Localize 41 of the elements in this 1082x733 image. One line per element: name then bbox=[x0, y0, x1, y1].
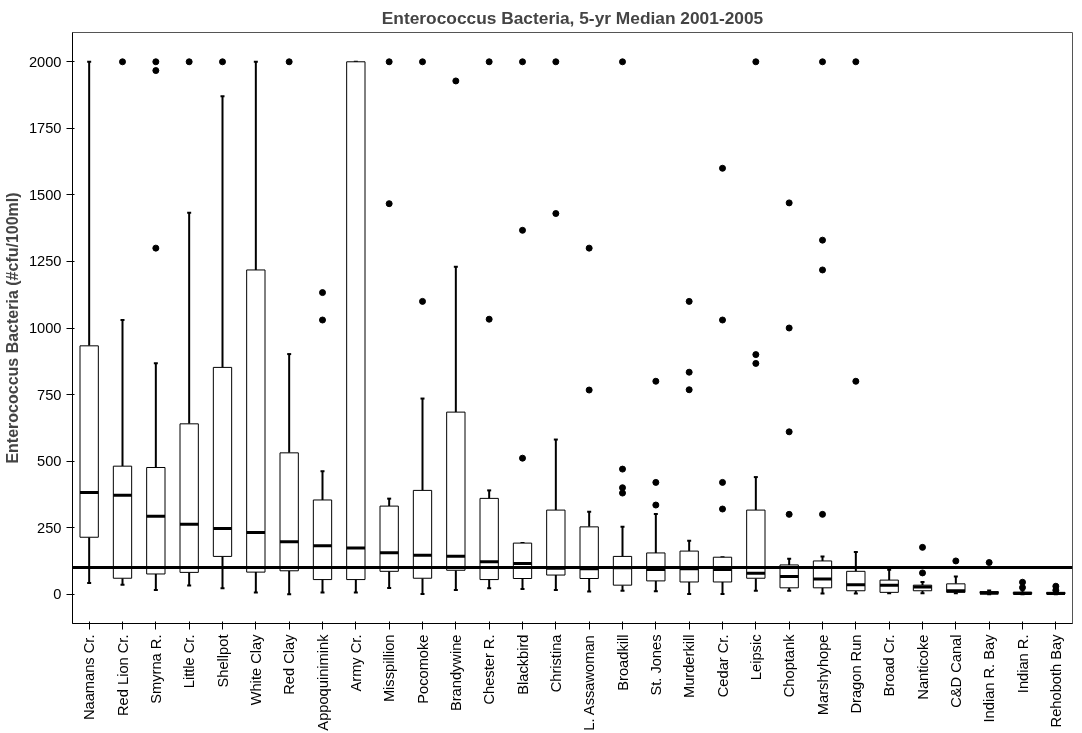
y-tick-label: 0 bbox=[53, 586, 62, 603]
x-tick-label: Dragon Run bbox=[847, 634, 864, 714]
x-tick-label: Army Cr. bbox=[347, 634, 364, 692]
x-tick-label: Red Clay bbox=[281, 633, 298, 695]
y-axis-title: Enterococcus Bacteria (#cfu/100ml) bbox=[3, 192, 21, 464]
x-tick-label: Nanticoke bbox=[914, 634, 931, 700]
y-tick-label: 2000 bbox=[28, 53, 62, 70]
x-tick-label: Leipsic bbox=[747, 634, 764, 681]
x-tick-label: Naamans Cr. bbox=[81, 634, 98, 721]
x-tick-label: Cedar Cr. bbox=[714, 634, 731, 698]
x-tick-label: Marshyhope bbox=[814, 634, 831, 716]
x-tick-label: C&D Canal bbox=[947, 634, 964, 708]
x-tick-label: Chester R. bbox=[481, 634, 498, 705]
x-tick-label: Broadkill bbox=[614, 634, 631, 691]
x-tick-label: Murderkill bbox=[681, 634, 698, 699]
x-tick-label: Red Lion Cr. bbox=[114, 634, 131, 716]
y-tick-label: 500 bbox=[37, 453, 62, 470]
y-tick-label: 1750 bbox=[28, 120, 62, 137]
x-tick-label: Broad Cr. bbox=[881, 634, 898, 697]
y-tick-label: 1500 bbox=[28, 186, 62, 203]
x-tick-label: Misspillion bbox=[381, 634, 398, 703]
x-tick-label: Rehoboth Bay bbox=[1047, 633, 1064, 728]
x-tick-label: L. Assawoman bbox=[581, 635, 598, 731]
x-tick-label: Smyrna R. bbox=[147, 634, 164, 704]
x-tick-label: White Clay bbox=[247, 633, 264, 706]
x-tick-label: Christina bbox=[547, 633, 564, 693]
y-tick-label: 250 bbox=[37, 519, 62, 536]
x-tick-label: Blackbird bbox=[514, 634, 531, 695]
x-tick-label: Indian R. bbox=[1014, 634, 1031, 694]
x-tick-label: Choptank bbox=[781, 633, 798, 698]
x-tick-label: Indian R. Bay bbox=[981, 633, 998, 723]
x-tick-label: St. Jones bbox=[647, 634, 664, 696]
chart-title: Enterococcus Bacteria, 5-yr Median 2001-2005 bbox=[381, 7, 764, 28]
x-tick-label: Appoquinimink bbox=[314, 633, 331, 731]
x-tick-label: Little Cr. bbox=[181, 634, 198, 689]
y-tick-label: 750 bbox=[37, 386, 62, 403]
y-tick-label: 1000 bbox=[28, 320, 62, 336]
x-tick-label: Pocomoke bbox=[414, 634, 431, 704]
x-tick-label: Shellpot bbox=[214, 634, 231, 688]
x-tick-label: Brandywine bbox=[447, 634, 464, 712]
y-tick-label: 1250 bbox=[28, 253, 62, 270]
